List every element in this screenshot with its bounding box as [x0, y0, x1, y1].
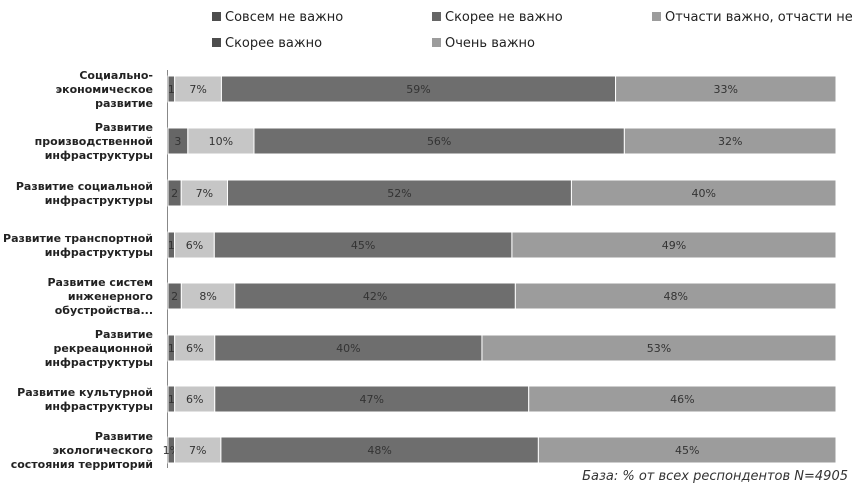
legend-label: Совсем не важно [225, 10, 343, 25]
category-label: Развитие [95, 430, 153, 443]
data-label: 48% [663, 290, 687, 303]
data-label: 52% [387, 187, 411, 200]
data-label: 1 [168, 342, 175, 355]
data-label: 7% [196, 187, 213, 200]
category-label: обустройства... [55, 304, 153, 317]
data-label: 7% [189, 83, 206, 96]
data-label: 49% [662, 239, 686, 252]
bar-segment [174, 231, 215, 259]
data-label: 32% [718, 135, 742, 148]
bar-segment [174, 436, 222, 464]
category-label: производственной [35, 135, 153, 148]
legend-swatch [432, 38, 441, 47]
data-label: 8% [199, 290, 216, 303]
data-label: 53% [647, 342, 671, 355]
bar-segment [180, 179, 229, 207]
data-label: 33% [714, 83, 738, 96]
bar-segment [234, 282, 516, 310]
data-label: 6% [186, 239, 203, 252]
data-label: 59% [406, 83, 430, 96]
bar-segment [187, 127, 255, 155]
bar-segment [227, 179, 572, 207]
legend: Совсем не важно Скорее не важно Отчасти ва… [212, 10, 852, 51]
category-label: Развитие социальной [16, 180, 153, 193]
data-label: 1 [168, 393, 175, 406]
bars: 1 7% 59% 33% 3 10% 56% 32% 2 7% 52% 40% 1 6% 45% 49% 2 8%… [163, 75, 837, 464]
category-label: экологического [53, 444, 154, 457]
data-label: 56% [427, 135, 451, 148]
category-labels: Социально-экономическоеразвитиеРазвитиеп… [3, 69, 153, 471]
footnote: База: % от всех респондентов N=4905 [582, 469, 848, 484]
bar-segment [537, 436, 837, 464]
legend-label: Скорее не важно [445, 10, 563, 25]
category-label: Развитие [95, 121, 153, 134]
category-label: Развитие [95, 328, 153, 341]
data-label: 10% [209, 135, 233, 148]
data-label: 2 [171, 290, 178, 303]
legend-swatch [212, 38, 221, 47]
legend-swatch [432, 12, 441, 21]
data-label: 1 [168, 239, 175, 252]
bar-segment [214, 334, 483, 362]
category-label: Развитие транспортной [3, 232, 153, 245]
legend-swatch [212, 12, 221, 21]
data-label: 1 [168, 83, 175, 96]
data-label: 3 [174, 135, 181, 148]
category-label: рекреационной [54, 342, 153, 355]
data-label: 45% [675, 444, 699, 457]
data-label: 46% [670, 393, 694, 406]
category-label: инженерного [68, 290, 154, 303]
legend-label: Отчасти важно, отчасти нет [665, 10, 852, 25]
category-label: инфраструктуры [45, 194, 153, 207]
category-label: Развитие культурной [17, 386, 153, 399]
legend-label: Очень важно [445, 36, 535, 51]
data-label: 6% [186, 342, 203, 355]
category-label: Развитие систем [48, 276, 154, 289]
category-label: инфраструктуры [45, 356, 153, 369]
category-label: Социально- [79, 69, 153, 82]
data-label: 40% [336, 342, 360, 355]
bar-segment [623, 127, 837, 155]
data-label: 7% [189, 444, 206, 457]
data-label: 2 [171, 187, 178, 200]
bar-segment [213, 231, 513, 259]
category-label: инфраструктуры [45, 400, 153, 413]
bar-segment [481, 334, 837, 362]
category-label: состояния территорий [11, 458, 153, 471]
bar-segment [615, 75, 837, 103]
data-label: 40% [691, 187, 715, 200]
category-label: инфраструктуры [45, 149, 153, 162]
legend-swatch [652, 12, 661, 21]
bar-segment [514, 282, 837, 310]
category-label: экономическое [56, 83, 153, 96]
bar-segment [220, 436, 539, 464]
bar-segment [511, 231, 837, 259]
data-label: 48% [367, 444, 391, 457]
bar-segment [253, 127, 625, 155]
category-label: инфраструктуры [45, 246, 153, 259]
bar-segment [570, 179, 837, 207]
data-label: 47% [360, 393, 384, 406]
legend-label: Скорее важно [225, 36, 322, 51]
category-label: развитие [95, 97, 153, 110]
bar-segment [220, 75, 617, 103]
bar-segment [528, 385, 837, 413]
bar-segment [214, 385, 530, 413]
data-label: 42% [363, 290, 387, 303]
data-label: 6% [186, 393, 203, 406]
data-label: 45% [351, 239, 375, 252]
